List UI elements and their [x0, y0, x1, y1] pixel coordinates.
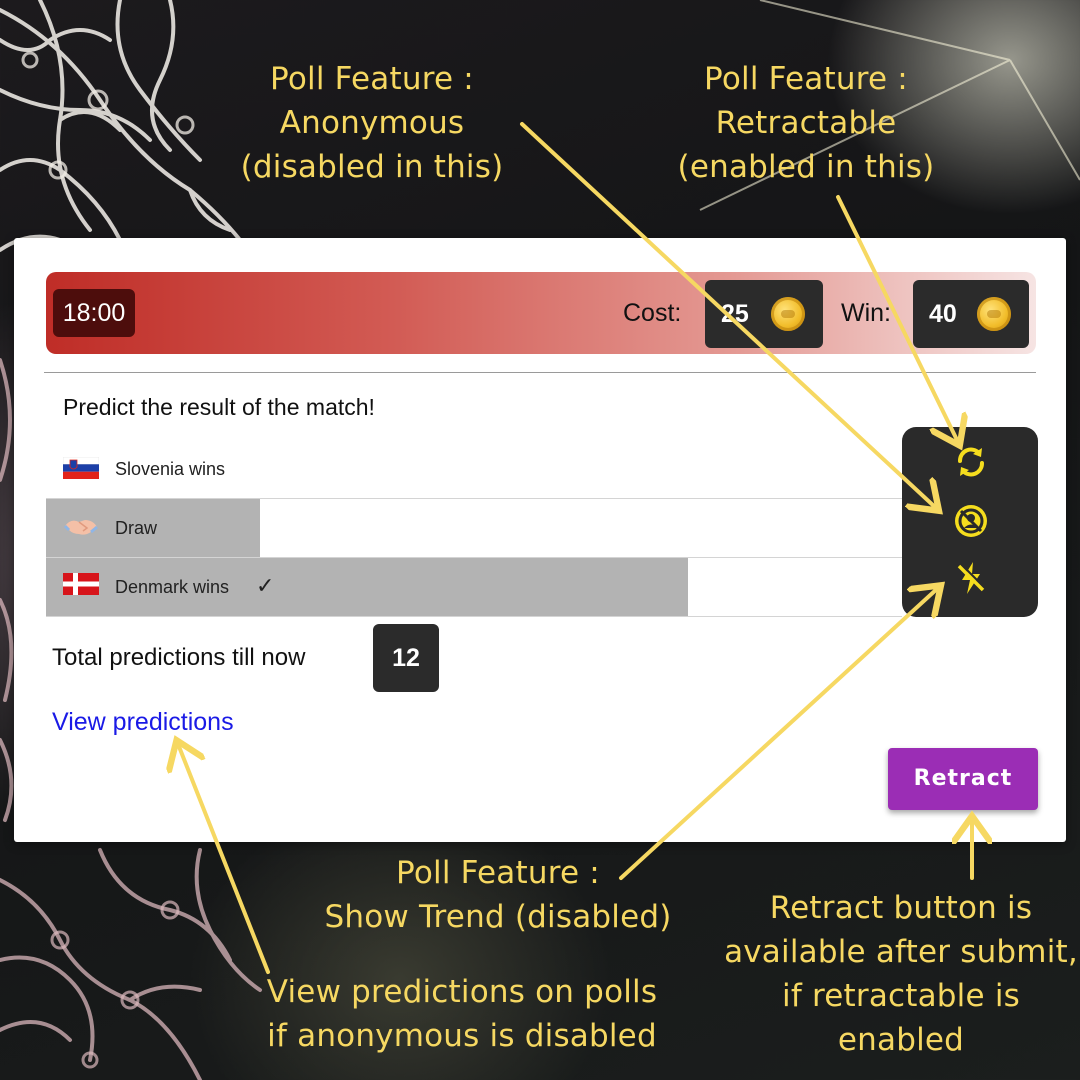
total-predictions-count: 12 — [373, 624, 439, 692]
slovenia-flag — [63, 457, 99, 479]
annotation-retractable-line1: Poll Feature : — [704, 61, 908, 97]
header-divider — [44, 372, 1036, 373]
annotation-retractable-line3: (enabled in this) — [677, 149, 935, 185]
poll-card: 18:00 Cost: 25 Win: 40 Predict the resul… — [14, 238, 1066, 842]
cost-value: 25 — [721, 300, 749, 328]
annotation-retractable: Poll Feature : Retractable (enabled in t… — [656, 57, 956, 189]
anonymous-disabled-icon — [955, 505, 987, 537]
win-label: Win: — [841, 299, 891, 327]
coin-icon — [771, 297, 805, 331]
coin-icon — [977, 297, 1011, 331]
annotation-view-predictions-line1: View predictions on polls — [266, 974, 658, 1010]
annotation-retractable-line2: Retractable — [715, 105, 897, 141]
poll-header: 18:00 Cost: 25 Win: 40 — [46, 272, 1036, 354]
annotation-retract-line1: Retract button is — [769, 890, 1033, 926]
cost-badge: 25 — [705, 280, 823, 348]
annotation-retract-line2: available after submit, — [724, 934, 1078, 970]
show-trend-disabled-icon — [957, 562, 986, 594]
annotation-show-trend-line1: Poll Feature : — [396, 855, 600, 891]
poll-feature-panel — [902, 427, 1038, 617]
option-result-bar — [46, 558, 688, 616]
total-predictions-label: Total predictions till now — [52, 644, 306, 671]
win-badge: 40 — [913, 280, 1029, 348]
annotation-anonymous-line2: Anonymous — [279, 105, 465, 141]
win-value: 40 — [929, 300, 957, 328]
view-predictions-link[interactable]: View predictions — [52, 708, 234, 736]
annotation-anonymous-line1: Poll Feature : — [270, 61, 474, 97]
annotation-anonymous-line3: (disabled in this) — [240, 149, 504, 185]
retract-button[interactable]: Retract — [888, 748, 1038, 810]
poll-option-slovenia[interactable]: Slovenia wins — [46, 440, 902, 499]
denmark-flag — [63, 573, 99, 595]
selected-check-icon: ✓ — [256, 573, 275, 598]
cost-label: Cost: — [623, 299, 682, 327]
annotation-retract-line3: if retractable is — [782, 978, 1020, 1014]
retractable-icon — [958, 447, 984, 477]
annotation-show-trend-line2: Show Trend (disabled) — [324, 899, 672, 935]
poll-option-denmark[interactable]: Denmark wins ✓ — [46, 558, 902, 617]
annotation-anonymous: Poll Feature : Anonymous (disabled in th… — [222, 57, 522, 189]
option-label: Slovenia wins — [115, 459, 226, 479]
annotation-retract-line4: enabled — [837, 1022, 965, 1058]
annotation-show-trend: Poll Feature : Show Trend (disabled) — [313, 851, 683, 939]
option-label: Draw — [115, 518, 158, 538]
poll-option-draw[interactable]: Draw — [46, 499, 902, 558]
poll-question: Predict the result of the match! — [63, 394, 375, 420]
annotation-view-predictions-line2: if anonymous is disabled — [267, 1018, 657, 1054]
annotation-retract: Retract button is available after submit… — [716, 886, 1080, 1062]
handshake-icon — [63, 520, 98, 535]
countdown-timer: 18:00 — [53, 289, 135, 337]
annotation-view-predictions: View predictions on polls if anonymous i… — [232, 970, 692, 1058]
option-label: Denmark wins — [115, 577, 230, 597]
